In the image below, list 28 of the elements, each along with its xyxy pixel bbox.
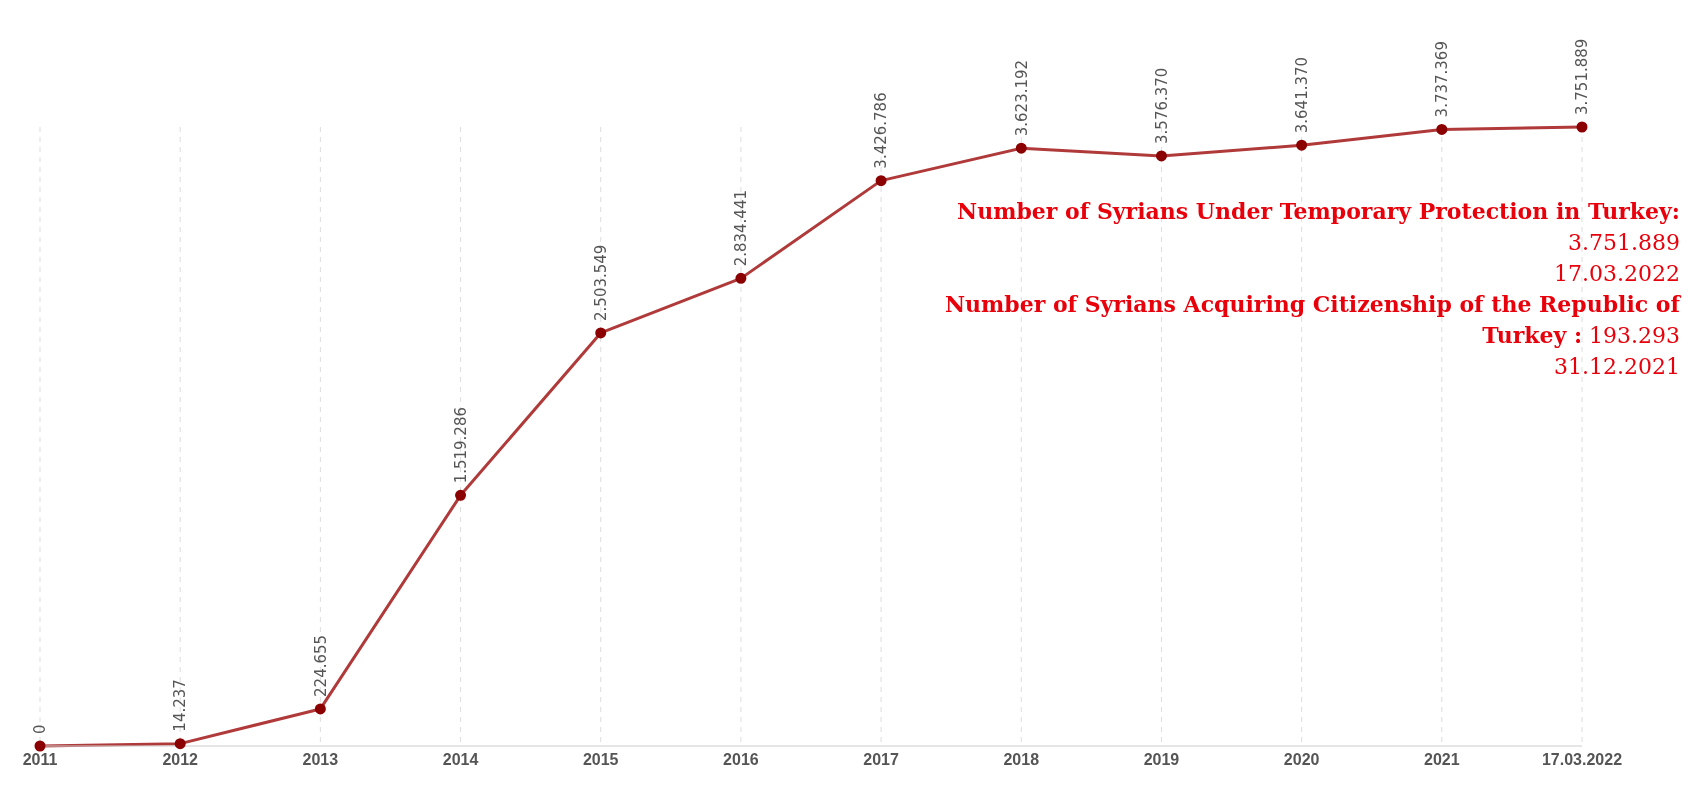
x-tick-label: 2019 <box>1143 751 1180 769</box>
x-tick-label: 2021 <box>1424 751 1460 769</box>
x-tick-label: 2017 <box>863 751 899 769</box>
data-label: 0 <box>31 724 50 734</box>
data-label: 3.641.370 <box>1292 56 1311 134</box>
data-label: 14.237 <box>171 679 190 732</box>
data-label: 1.519.286 <box>451 407 470 484</box>
annotation: Number of Syrians Acquiring Citizenship of the Republic of Turkey : 193.293 <box>943 290 1680 350</box>
x-tick-label: 2013 <box>302 751 339 769</box>
x-tick-label: 17.03.2022 <box>1541 751 1623 769</box>
x-tick-label: 2011 <box>22 751 58 769</box>
x-tick-label: 2016 <box>723 751 759 769</box>
x-tick-label: 2014 <box>442 751 479 769</box>
x-tick-label: 2015 <box>582 751 619 769</box>
x-tick-label: 2018 <box>1003 751 1040 769</box>
x-tick-label: 2012 <box>162 751 199 769</box>
data-label: 3.576.370 <box>1152 67 1171 144</box>
data-label: 2.834.441 <box>732 190 751 267</box>
annotation: 17.03.2022 <box>1553 260 1680 288</box>
data-label: 224.655 <box>311 634 330 697</box>
annotation: 31.12.2021 <box>1553 353 1680 381</box>
data-label: 3.623.192 <box>1012 59 1031 137</box>
data-label: 3.426.786 <box>872 92 891 169</box>
data-label: 2.503.549 <box>591 244 610 321</box>
data-label: 3.751.889 <box>1573 38 1592 115</box>
x-tick-label: 2020 <box>1283 751 1320 769</box>
data-label: 3.737.369 <box>1433 41 1452 118</box>
annotation: Number of Syrians Under Temporary Protection in Turkey: 3.751.889 <box>956 197 1680 257</box>
